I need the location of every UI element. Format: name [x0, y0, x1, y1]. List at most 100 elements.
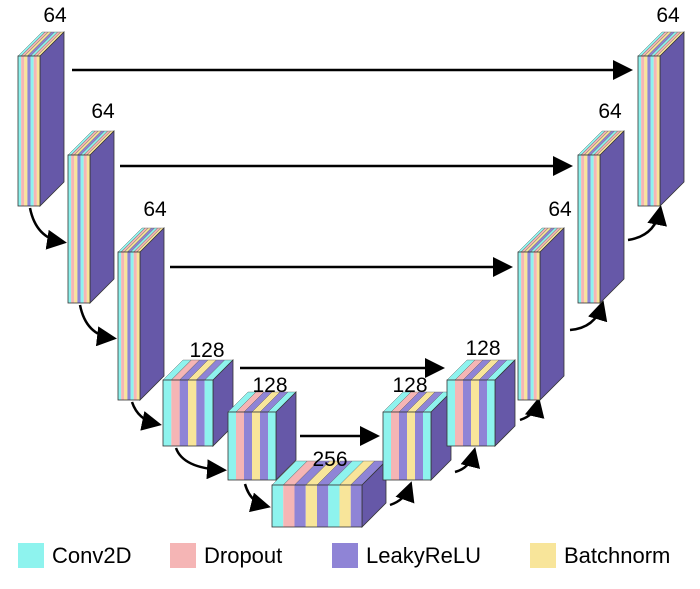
block-layer [196, 380, 205, 446]
block-outline [162, 379, 214, 447]
block-label: 64 [43, 4, 67, 27]
block-layer [33, 56, 37, 206]
block-side [39, 31, 65, 207]
block [17, 31, 65, 207]
block-layer [391, 412, 399, 480]
block-layer [399, 412, 407, 480]
arrows [28, 60, 667, 513]
block-layer [447, 380, 455, 446]
block-side [539, 227, 565, 401]
legend-swatch [332, 543, 358, 568]
block-layer [350, 485, 362, 527]
block-layer [188, 380, 197, 446]
block-layer [479, 380, 487, 446]
block-layer [24, 56, 28, 206]
block-layer [317, 485, 329, 527]
block-layer [18, 56, 22, 206]
legend-swatch [170, 543, 196, 568]
block-layer [133, 252, 137, 400]
block-layer [463, 380, 471, 446]
block-layer [30, 56, 34, 206]
block-layer [638, 56, 642, 206]
block-layer [383, 412, 391, 480]
block-layer [83, 155, 87, 303]
block-label: 64 [91, 100, 115, 123]
block-layer [487, 380, 495, 446]
block-layer [68, 155, 72, 303]
block-layer [641, 56, 645, 206]
legend-label: Dropout [204, 543, 282, 568]
block [227, 391, 297, 481]
legend-swatch [18, 543, 44, 568]
block [517, 227, 565, 401]
block-layer [179, 380, 188, 446]
block-outline [637, 55, 661, 207]
block-layer [236, 412, 244, 480]
block-layer [171, 380, 180, 446]
block-layer [644, 56, 648, 206]
block-layer [74, 155, 78, 303]
block [162, 359, 234, 447]
block-layer [71, 155, 75, 303]
block-outline [227, 411, 277, 481]
block-layer [86, 155, 90, 303]
legend-label: Conv2D [52, 543, 131, 568]
block-label: 128 [252, 374, 287, 397]
block [637, 31, 685, 207]
block-label: 128 [392, 374, 427, 397]
block-side [599, 130, 625, 304]
block-layer [77, 155, 81, 303]
blocks: 64 64 64 128 128 256 128 128 64 64 64 [17, 4, 685, 528]
block-label: 64 [143, 198, 167, 221]
block-layer [407, 412, 415, 480]
block-layer [653, 56, 657, 206]
block-side [139, 227, 165, 401]
block-layer [244, 412, 252, 480]
block-layer [204, 380, 213, 446]
legend-swatch [530, 543, 556, 568]
block [577, 130, 625, 304]
block-layer [305, 485, 317, 527]
block-outline [382, 411, 432, 481]
block-outline [67, 154, 91, 304]
block-side [659, 31, 685, 207]
block-layer [578, 155, 582, 303]
block-layer [272, 485, 284, 527]
block [67, 130, 115, 304]
block-layer [163, 380, 172, 446]
block-layer [656, 56, 660, 206]
block-layer [252, 412, 260, 480]
block-layer [118, 252, 122, 400]
block-label: 64 [598, 100, 622, 123]
block-layer [339, 485, 351, 527]
block-label: 256 [312, 448, 347, 471]
block-outline [17, 55, 41, 207]
block-outline [446, 379, 496, 447]
block [117, 227, 165, 401]
legend-label: Batchnorm [564, 543, 670, 568]
block-layer [283, 485, 295, 527]
block-layer [294, 485, 306, 527]
block-layer [527, 252, 531, 400]
block-layer [260, 412, 268, 480]
block-layer [584, 155, 588, 303]
block-layer [587, 155, 591, 303]
block-layer [268, 412, 276, 480]
block [446, 359, 516, 447]
block-layer [124, 252, 128, 400]
block-layer [647, 56, 651, 206]
block-layer [27, 56, 31, 206]
block-layer [328, 485, 340, 527]
block-outline [577, 154, 601, 304]
block-layer [536, 252, 540, 400]
block-layer [36, 56, 40, 206]
legend-label: LeakyReLU [366, 543, 481, 568]
block-layer [228, 412, 236, 480]
block-layer [530, 252, 534, 400]
block-label: 128 [465, 337, 500, 360]
block-layer [581, 155, 585, 303]
block [271, 460, 387, 528]
block-layer [650, 56, 654, 206]
block-outline [117, 251, 141, 401]
